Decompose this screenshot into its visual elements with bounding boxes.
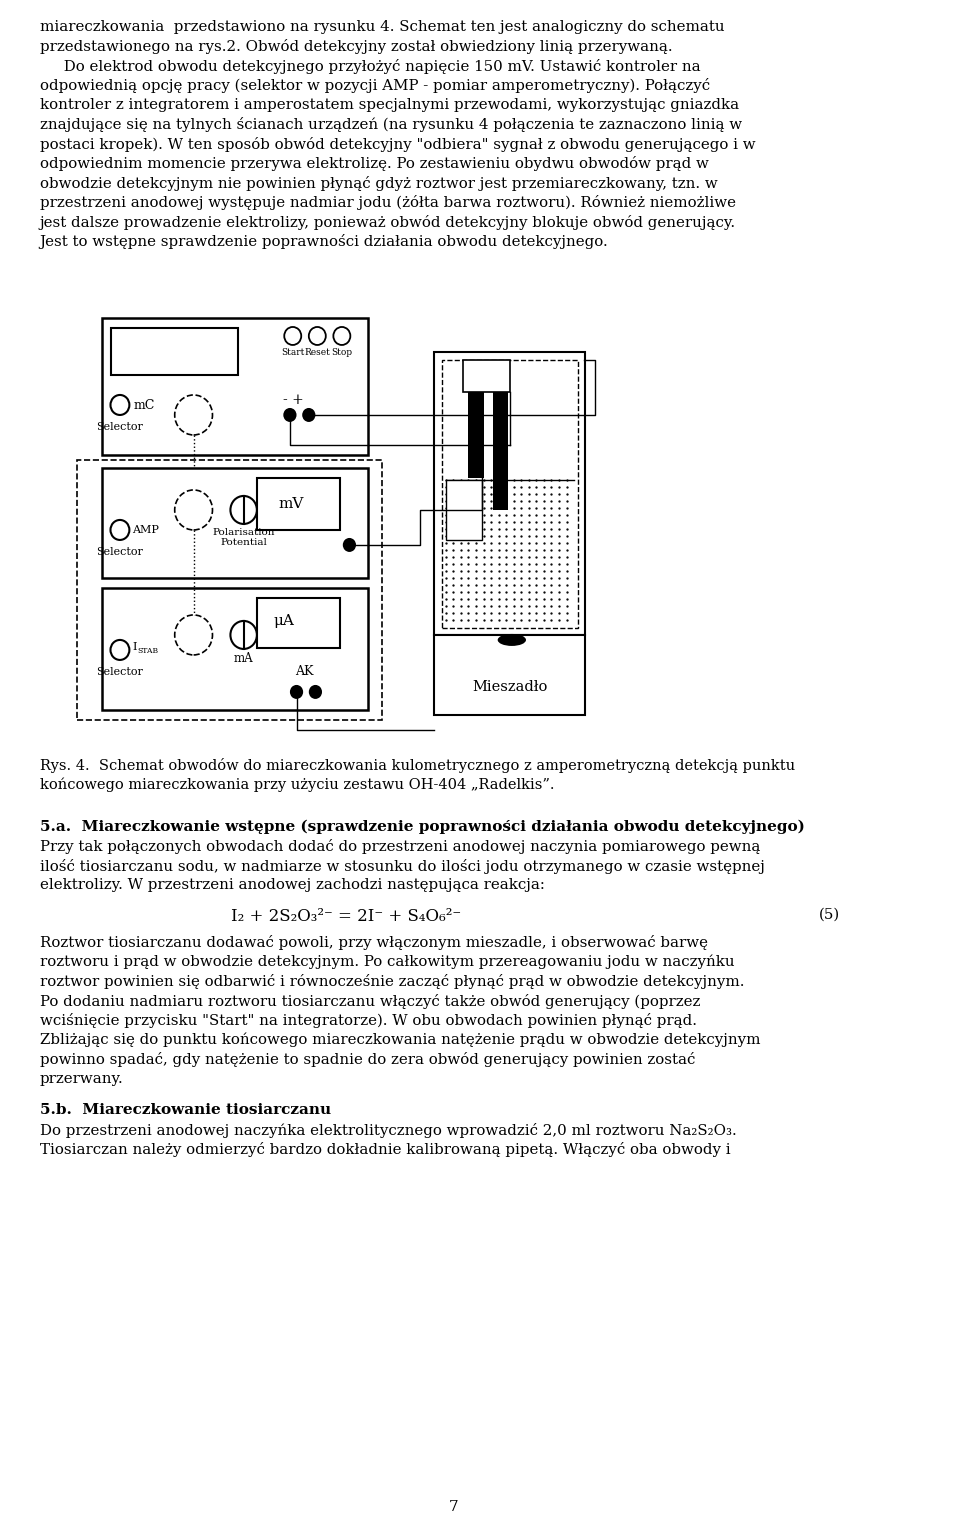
Circle shape <box>343 537 356 553</box>
Bar <box>257 598 340 648</box>
Text: Rys. 4.  Schemat obwodów do miareczkowania kulometrycznego z amperometryczną det: Rys. 4. Schemat obwodów do miareczkowani… <box>39 757 795 773</box>
Bar <box>435 352 586 635</box>
Text: mV: mV <box>278 496 304 512</box>
Circle shape <box>302 408 316 422</box>
Text: roztworu i prąd w obwodzie detekcyjnym. Po całkowitym przereagowaniu jodu w nacz: roztworu i prąd w obwodzie detekcyjnym. … <box>39 955 734 970</box>
Text: I₂ + 2S₂O₃²⁻ = 2I⁻ + S₄O₆²⁻: I₂ + 2S₂O₃²⁻ = 2I⁻ + S₄O₆²⁻ <box>231 908 462 924</box>
Text: AMP: AMP <box>132 525 159 534</box>
Ellipse shape <box>497 635 526 647</box>
Bar <box>492 392 508 510</box>
Circle shape <box>309 326 325 345</box>
Bar <box>111 328 238 375</box>
Text: I: I <box>132 642 136 651</box>
Bar <box>463 360 510 392</box>
Bar <box>442 360 578 628</box>
Circle shape <box>110 521 130 540</box>
Text: wciśnięcie przycisku "Start" na integratorze). W obu obwodach powinien płynąć pr: wciśnięcie przycisku "Start" na integrat… <box>39 1014 697 1028</box>
Text: Selector: Selector <box>97 666 143 677</box>
Text: STAB: STAB <box>138 647 159 654</box>
Text: Jest to wstępne sprawdzenie poprawności działania obwodu detekcyjnego.: Jest to wstępne sprawdzenie poprawności … <box>39 234 609 249</box>
Bar <box>102 317 369 455</box>
Text: powinno spadać, gdy natężenie to spadnie do zera obwód generujący powinien zosta: powinno spadać, gdy natężenie to spadnie… <box>39 1052 695 1067</box>
Text: przerwany.: przerwany. <box>39 1072 124 1085</box>
Text: znajdujące się na tylnych ścianach urządzeń (na rysunku 4 połączenia te zaznaczo: znajdujące się na tylnych ścianach urząd… <box>39 117 742 132</box>
Circle shape <box>309 685 322 698</box>
Bar <box>257 478 340 530</box>
Text: Mieszadło: Mieszadło <box>472 680 547 694</box>
Circle shape <box>230 621 257 648</box>
Text: 7: 7 <box>448 1500 458 1513</box>
Text: Po dodaniu nadmiaru roztworu tiosiarczanu włączyć także obwód generujący (poprze: Po dodaniu nadmiaru roztworu tiosiarczan… <box>39 994 700 1009</box>
Text: odpowiednią opcję pracy (selektor w pozycji AMP - pomiar amperometryczny). Połąc: odpowiednią opcję pracy (selektor w pozy… <box>39 79 709 94</box>
Text: odpowiednim momencie przerywa elektrolizę. Po zestawieniu obydwu obwodów prąd w: odpowiednim momencie przerywa elektroliz… <box>39 156 708 172</box>
Text: Selector: Selector <box>97 422 143 433</box>
Text: Tiosiarczan należy odmierzyć bardzo dokładnie kalibrowaną pipetą. Włączyć oba ob: Tiosiarczan należy odmierzyć bardzo dokł… <box>39 1143 731 1157</box>
Text: Polarisation: Polarisation <box>212 528 275 537</box>
Text: AK: AK <box>295 665 313 679</box>
Text: elektrolizy. W przestrzeni anodowej zachodzi następująca reakcja:: elektrolizy. W przestrzeni anodowej zach… <box>39 879 544 893</box>
Text: (5): (5) <box>819 908 840 921</box>
Text: Selector: Selector <box>97 546 143 557</box>
Text: mA: mA <box>234 651 253 665</box>
Circle shape <box>290 685 303 698</box>
Text: postaci kropek). W ten sposób obwód detekcyjny "odbiera" sygnał z obwodu generuj: postaci kropek). W ten sposób obwód dete… <box>39 137 756 152</box>
Text: Do elektrod obwodu detekcyjnego przyłożyć napięcie 150 mV. Ustawić kontroler na: Do elektrod obwodu detekcyjnego przyłoży… <box>39 59 700 74</box>
Text: 5.a.  Miareczkowanie wstępne (sprawdzenie poprawności działania obwodu detekcyjn: 5.a. Miareczkowanie wstępne (sprawdzenie… <box>39 820 804 835</box>
Text: roztwor powinien się odbarwić i równocześnie zacząć płynąć prąd w obwodzie detek: roztwor powinien się odbarwić i równocze… <box>39 975 744 990</box>
Bar <box>468 392 484 478</box>
Text: 5.b.  Miareczkowanie tiosiarczanu: 5.b. Miareczkowanie tiosiarczanu <box>39 1104 331 1117</box>
Circle shape <box>110 641 130 660</box>
Text: Start: Start <box>281 348 304 357</box>
Bar <box>435 635 586 715</box>
Circle shape <box>333 326 350 345</box>
Text: jest dalsze prowadzenie elektrolizy, ponieważ obwód detekcyjny blokuje obwód gen: jest dalsze prowadzenie elektrolizy, pon… <box>39 216 735 231</box>
Text: Roztwor tiosiarczanu dodawać powoli, przy włączonym mieszadle, i obserwować barw: Roztwor tiosiarczanu dodawać powoli, prz… <box>39 935 708 950</box>
Text: Reset: Reset <box>304 348 330 357</box>
Text: przedstawionego na rys.2. Obwód detekcyjny został obwiedziony linią przerywaną.: przedstawionego na rys.2. Obwód detekcyj… <box>39 39 672 55</box>
Text: kontroler z integratorem i amperostatem specjalnymi przewodami, wykorzystując gn: kontroler z integratorem i amperostatem … <box>39 99 739 112</box>
Text: ilość tiosiarczanu sodu, w nadmiarze w stosunku do ilości jodu otrzymanego w cza: ilość tiosiarczanu sodu, w nadmiarze w s… <box>39 859 764 874</box>
Text: μA: μA <box>274 613 295 628</box>
Bar <box>102 468 369 578</box>
Bar <box>445 480 482 540</box>
Text: Stop: Stop <box>331 348 352 357</box>
Circle shape <box>230 496 257 524</box>
Text: mC: mC <box>133 399 155 411</box>
Text: Do przestrzeni anodowej naczyńka elektrolitycznego wprowadzić 2,0 ml roztworu Na: Do przestrzeni anodowej naczyńka elektro… <box>39 1123 736 1138</box>
Circle shape <box>284 326 301 345</box>
Bar <box>78 460 382 720</box>
Text: przestrzeni anodowej występuje nadmiar jodu (żółta barwa roztworu). Również niem: przestrzeni anodowej występuje nadmiar j… <box>39 196 735 211</box>
Bar <box>102 587 369 710</box>
Text: Zbliżając się do punktu końcowego miareczkowania natężenie prądu w obwodzie dete: Zbliżając się do punktu końcowego miarec… <box>39 1032 760 1047</box>
Text: Przy tak połączonych obwodach dodać do przestrzeni anodowej naczynia pomiarowego: Przy tak połączonych obwodach dodać do p… <box>39 839 760 855</box>
Text: Potential: Potential <box>220 537 267 546</box>
Text: miareczkowania  przedstawiono na rysunku 4. Schemat ten jest analogiczny do sche: miareczkowania przedstawiono na rysunku … <box>39 20 724 33</box>
Text: obwodzie detekcyjnym nie powinien płynąć gdyż roztwor jest przemiareczkowany, tz: obwodzie detekcyjnym nie powinien płynąć… <box>39 176 717 191</box>
Text: końcowego miareczkowania przy użyciu zestawu OH-404 „Radelkis”.: końcowego miareczkowania przy użyciu zes… <box>39 777 554 792</box>
Circle shape <box>110 395 130 414</box>
Circle shape <box>283 408 297 422</box>
Text: - +: - + <box>283 393 304 407</box>
